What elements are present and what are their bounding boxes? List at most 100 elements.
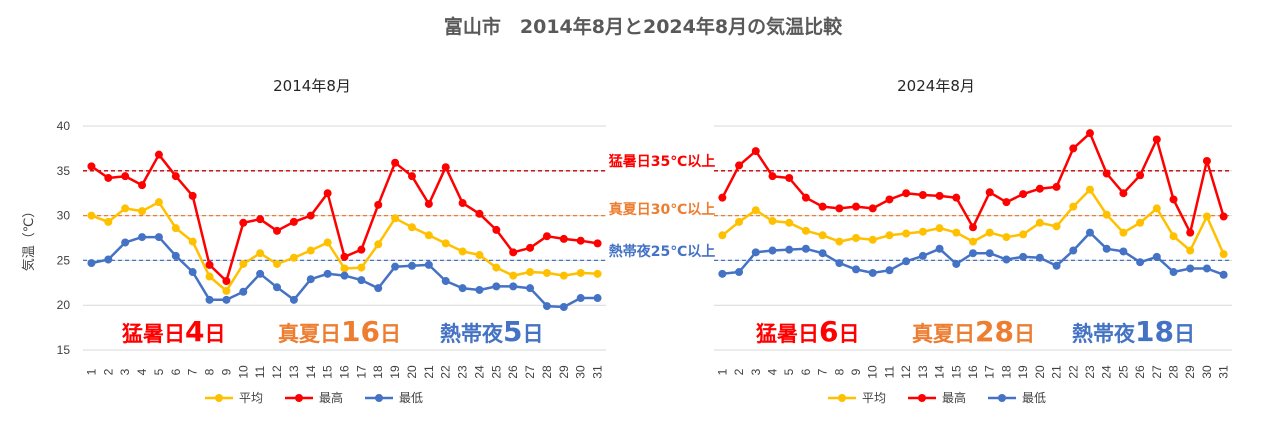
- point-min: [785, 245, 794, 254]
- x-tick-label: 6: [169, 368, 183, 375]
- summary-0: 猛暑日6日: [755, 315, 859, 348]
- point-avg: [593, 269, 602, 278]
- point-min: [205, 295, 214, 304]
- y-tick-label: 25: [57, 253, 71, 267]
- point-min: [751, 248, 760, 257]
- summary-label: 熱帯夜: [440, 322, 504, 346]
- x-tick-label: 27: [1150, 365, 1164, 379]
- threshold-label-35: 猛暑日35℃以上: [608, 153, 715, 170]
- point-avg: [391, 214, 400, 223]
- point-min: [1169, 268, 1178, 277]
- summary-label: 猛暑日: [121, 322, 185, 346]
- point-avg: [87, 211, 96, 220]
- x-tick-label: 31: [591, 365, 605, 379]
- legend-marker-max: [918, 394, 926, 402]
- point-max: [918, 190, 927, 199]
- x-tick-label: 2: [101, 368, 115, 375]
- point-max: [1186, 228, 1195, 237]
- point-max: [1119, 189, 1128, 198]
- x-tick-label: 1: [715, 368, 729, 375]
- legend-label: 平均: [862, 391, 886, 405]
- point-avg: [340, 264, 349, 273]
- point-max: [801, 193, 810, 202]
- point-avg: [205, 272, 214, 281]
- x-tick-label: 3: [118, 368, 132, 375]
- main-title: 富山市 2014年8月と2024年8月の気温比較: [443, 16, 843, 38]
- legend-label: 平均: [239, 391, 263, 405]
- point-min: [952, 259, 961, 268]
- point-avg: [1019, 230, 1028, 239]
- point-min: [559, 302, 568, 311]
- y-tick-label: 40: [57, 119, 71, 133]
- x-tick-label: 13: [287, 365, 301, 379]
- point-min: [593, 294, 602, 303]
- y-axis-label: 気温（℃）: [21, 205, 37, 272]
- point-min: [323, 269, 332, 278]
- legend-marker-max: [295, 394, 303, 402]
- point-max: [1102, 169, 1111, 178]
- point-min: [458, 284, 467, 293]
- series-line-max: [721, 131, 1225, 234]
- point-min: [154, 233, 163, 242]
- point-min: [801, 244, 810, 253]
- point-avg: [526, 268, 535, 277]
- point-avg: [801, 226, 810, 235]
- point-max: [340, 252, 349, 261]
- point-min: [1035, 253, 1044, 262]
- series-line-max: [90, 153, 598, 283]
- x-tick-label: 27: [523, 365, 537, 379]
- x-tick-label: 10: [236, 365, 250, 379]
- x-tick-label: 15: [949, 365, 963, 379]
- point-min: [526, 284, 535, 293]
- x-tick-label: 28: [540, 365, 554, 379]
- point-max: [1035, 184, 1044, 193]
- point-max: [969, 223, 977, 232]
- point-max: [121, 172, 130, 181]
- summary-0: 猛暑日4日: [121, 315, 225, 348]
- point-max: [306, 211, 315, 220]
- point-min: [985, 249, 994, 258]
- point-max: [1219, 212, 1228, 221]
- point-max: [735, 161, 744, 170]
- point-max: [718, 193, 727, 202]
- point-max: [952, 193, 961, 202]
- x-tick-label: 6: [799, 368, 813, 375]
- point-avg: [424, 231, 433, 240]
- point-min: [509, 282, 518, 291]
- summary-1: 真夏日16日: [278, 315, 401, 348]
- point-avg: [256, 249, 265, 258]
- point-avg: [104, 217, 113, 226]
- x-tick-label: 11: [253, 365, 267, 378]
- point-max: [835, 204, 844, 213]
- x-tick-label: 20: [1033, 365, 1047, 379]
- point-min: [852, 265, 861, 274]
- point-avg: [542, 268, 551, 277]
- x-tick-label: 11: [882, 365, 896, 378]
- point-max: [1169, 195, 1178, 204]
- point-max: [509, 248, 518, 257]
- x-tick-label: 17: [354, 365, 368, 379]
- point-min: [768, 246, 777, 255]
- x-tick-label: 14: [304, 365, 318, 379]
- point-min: [441, 277, 450, 286]
- x-tick-label: 24: [1100, 365, 1114, 379]
- point-max: [785, 173, 794, 182]
- summary-label: 猛暑日: [755, 322, 819, 346]
- summary-unit: 日: [1014, 322, 1035, 346]
- summary-unit: 日: [522, 322, 543, 346]
- point-max: [424, 199, 433, 208]
- point-min: [1219, 270, 1228, 279]
- point-max: [154, 150, 163, 159]
- point-max: [475, 209, 484, 218]
- point-avg: [985, 228, 994, 237]
- x-tick-label: 4: [135, 368, 149, 375]
- point-min: [735, 268, 744, 277]
- summary-label: 熱帯夜: [1072, 322, 1136, 346]
- point-min: [188, 268, 197, 277]
- point-avg: [239, 259, 248, 268]
- point-max: [751, 147, 760, 156]
- point-min: [1019, 252, 1028, 261]
- point-avg: [1085, 185, 1094, 194]
- threshold-label-25: 熱帯夜25℃以上: [609, 243, 715, 260]
